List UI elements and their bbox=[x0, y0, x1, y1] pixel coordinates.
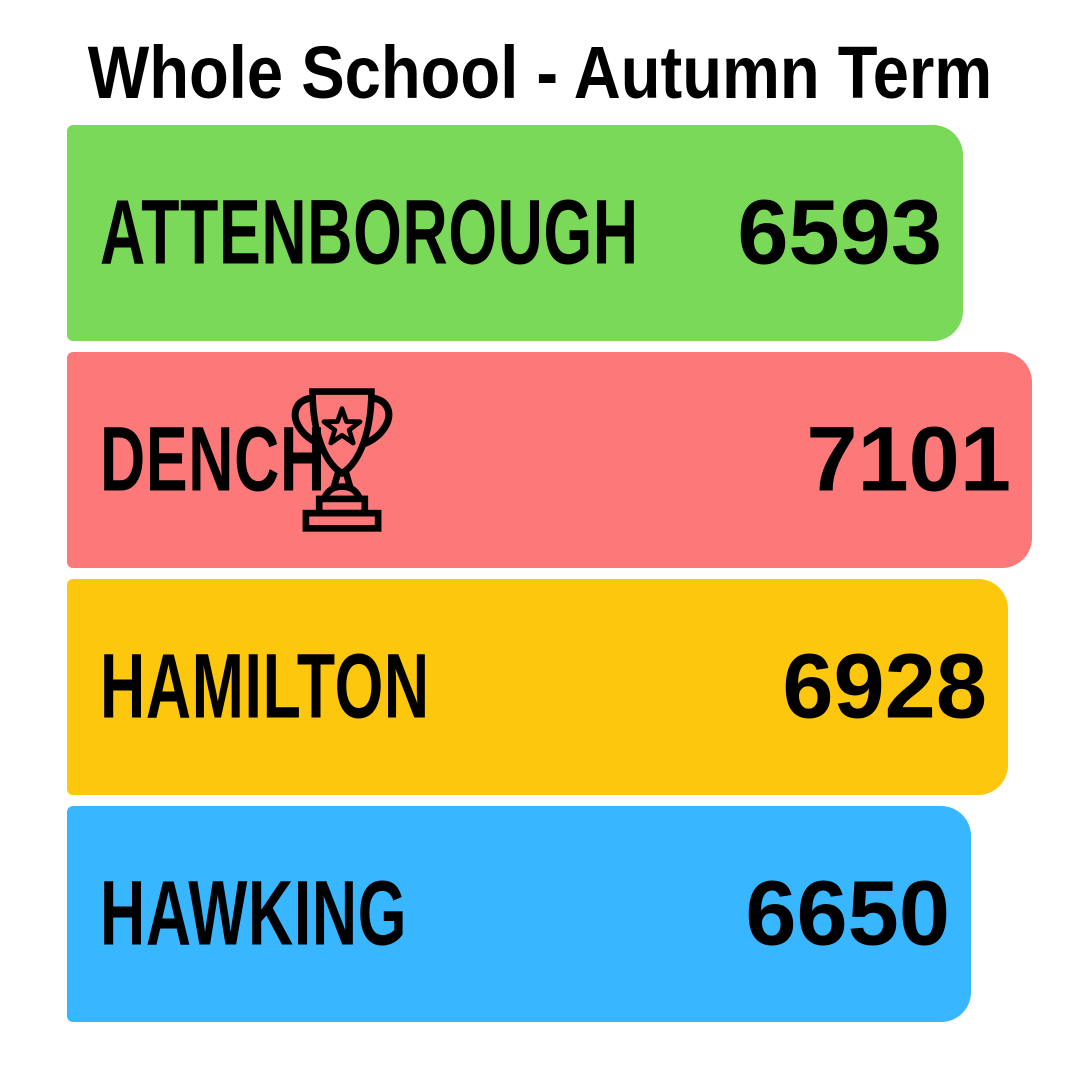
house-name-label: ATTENBOROUGH bbox=[100, 181, 639, 284]
house-bar-hawking: HAWKING 6650 bbox=[67, 806, 971, 1022]
house-bar-hamilton: HAMILTON 6928 bbox=[67, 579, 1008, 795]
house-name-label: HAWKING bbox=[100, 862, 408, 965]
house-name-label: DENCH bbox=[100, 408, 326, 511]
house-points-value: 6928 bbox=[782, 635, 987, 738]
house-points-value: 6650 bbox=[745, 862, 950, 965]
bar-chart: ATTENBOROUGH 6593 DENCH 7101 HAMILTON 69… bbox=[67, 125, 1032, 1033]
house-name-label: HAMILTON bbox=[100, 635, 430, 738]
trophy-icon bbox=[285, 383, 399, 535]
house-points-value: 7101 bbox=[806, 408, 1011, 511]
house-points-value: 6593 bbox=[737, 181, 942, 284]
chart-title: Whole School - Autumn Term bbox=[87, 31, 993, 114]
house-bar-attenborough: ATTENBOROUGH 6593 bbox=[67, 125, 963, 341]
house-bar-dench: DENCH 7101 bbox=[67, 352, 1032, 568]
